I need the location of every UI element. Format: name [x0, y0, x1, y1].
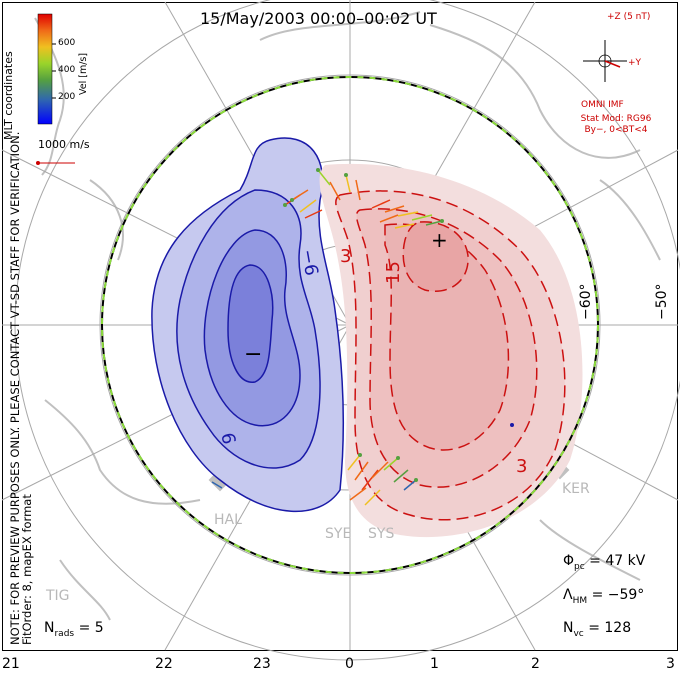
plot-frame [2, 2, 678, 651]
contour-label-positive: 3 [516, 456, 528, 477]
mlt-tick: 0 [345, 656, 354, 672]
station-label: SYE [325, 526, 352, 542]
station-label: TIG [46, 588, 70, 604]
contour-label-positive: 3 [340, 246, 352, 267]
mlt-tick: 3 [666, 656, 675, 672]
stat-model: Stat Mod: RG96 [580, 114, 652, 124]
velocity-tick: 200 [58, 92, 76, 102]
velocity-tick: 600 [58, 38, 76, 48]
stat-phi-pc: Φpc = 47 kV [563, 553, 646, 572]
contour-label-positive: 15 [382, 261, 404, 284]
mlt-tick: 23 [253, 656, 271, 672]
stat-lambda-hm: ΛHM = −59° [563, 587, 645, 606]
negative-potential-cell [151, 137, 345, 513]
station-label: HAL [214, 512, 242, 528]
fit-order: FitOrder: 8, mapEX format [20, 494, 34, 645]
reference-vector-label: 1000 m/s [38, 138, 90, 151]
coordinate-system-label: MLT coordinates [2, 51, 15, 140]
mlt-tick: 21 [2, 656, 20, 672]
velocity-colorbar [37, 13, 53, 125]
positive-potential-cell [319, 163, 583, 538]
velocity-scale-label: Vel [m/s] [78, 52, 89, 95]
velocity-tick: 400 [58, 65, 76, 75]
mlt-tick: 22 [155, 656, 173, 672]
mlt-tick: 1 [430, 656, 439, 672]
stat-n-rads: Nrads = 5 [44, 620, 104, 639]
stat-n-vc: Nvc = 128 [563, 620, 632, 639]
vector-dots [283, 168, 514, 482]
imf-y-label: +Y [628, 58, 642, 68]
mlt-tick: 2 [531, 656, 540, 672]
station-label: KER [562, 481, 590, 497]
imf-source: OMNI IMF [581, 100, 624, 110]
station-label: SYS [368, 526, 395, 542]
imf-condition: By−, 0<BT<4 [584, 125, 648, 135]
imf-dial [583, 40, 627, 82]
potential-minimum-marker: − [244, 342, 263, 367]
page-title: 15/May/2003 00:00–00:02 UT [200, 9, 437, 28]
latitude-label: −50° [654, 283, 670, 320]
contour-label-negative: −6 [296, 247, 322, 278]
potential-maximum-marker: + [431, 228, 448, 252]
imf-z-label: +Z (5 nT) [607, 12, 651, 22]
latitude-label: −60° [578, 283, 594, 320]
